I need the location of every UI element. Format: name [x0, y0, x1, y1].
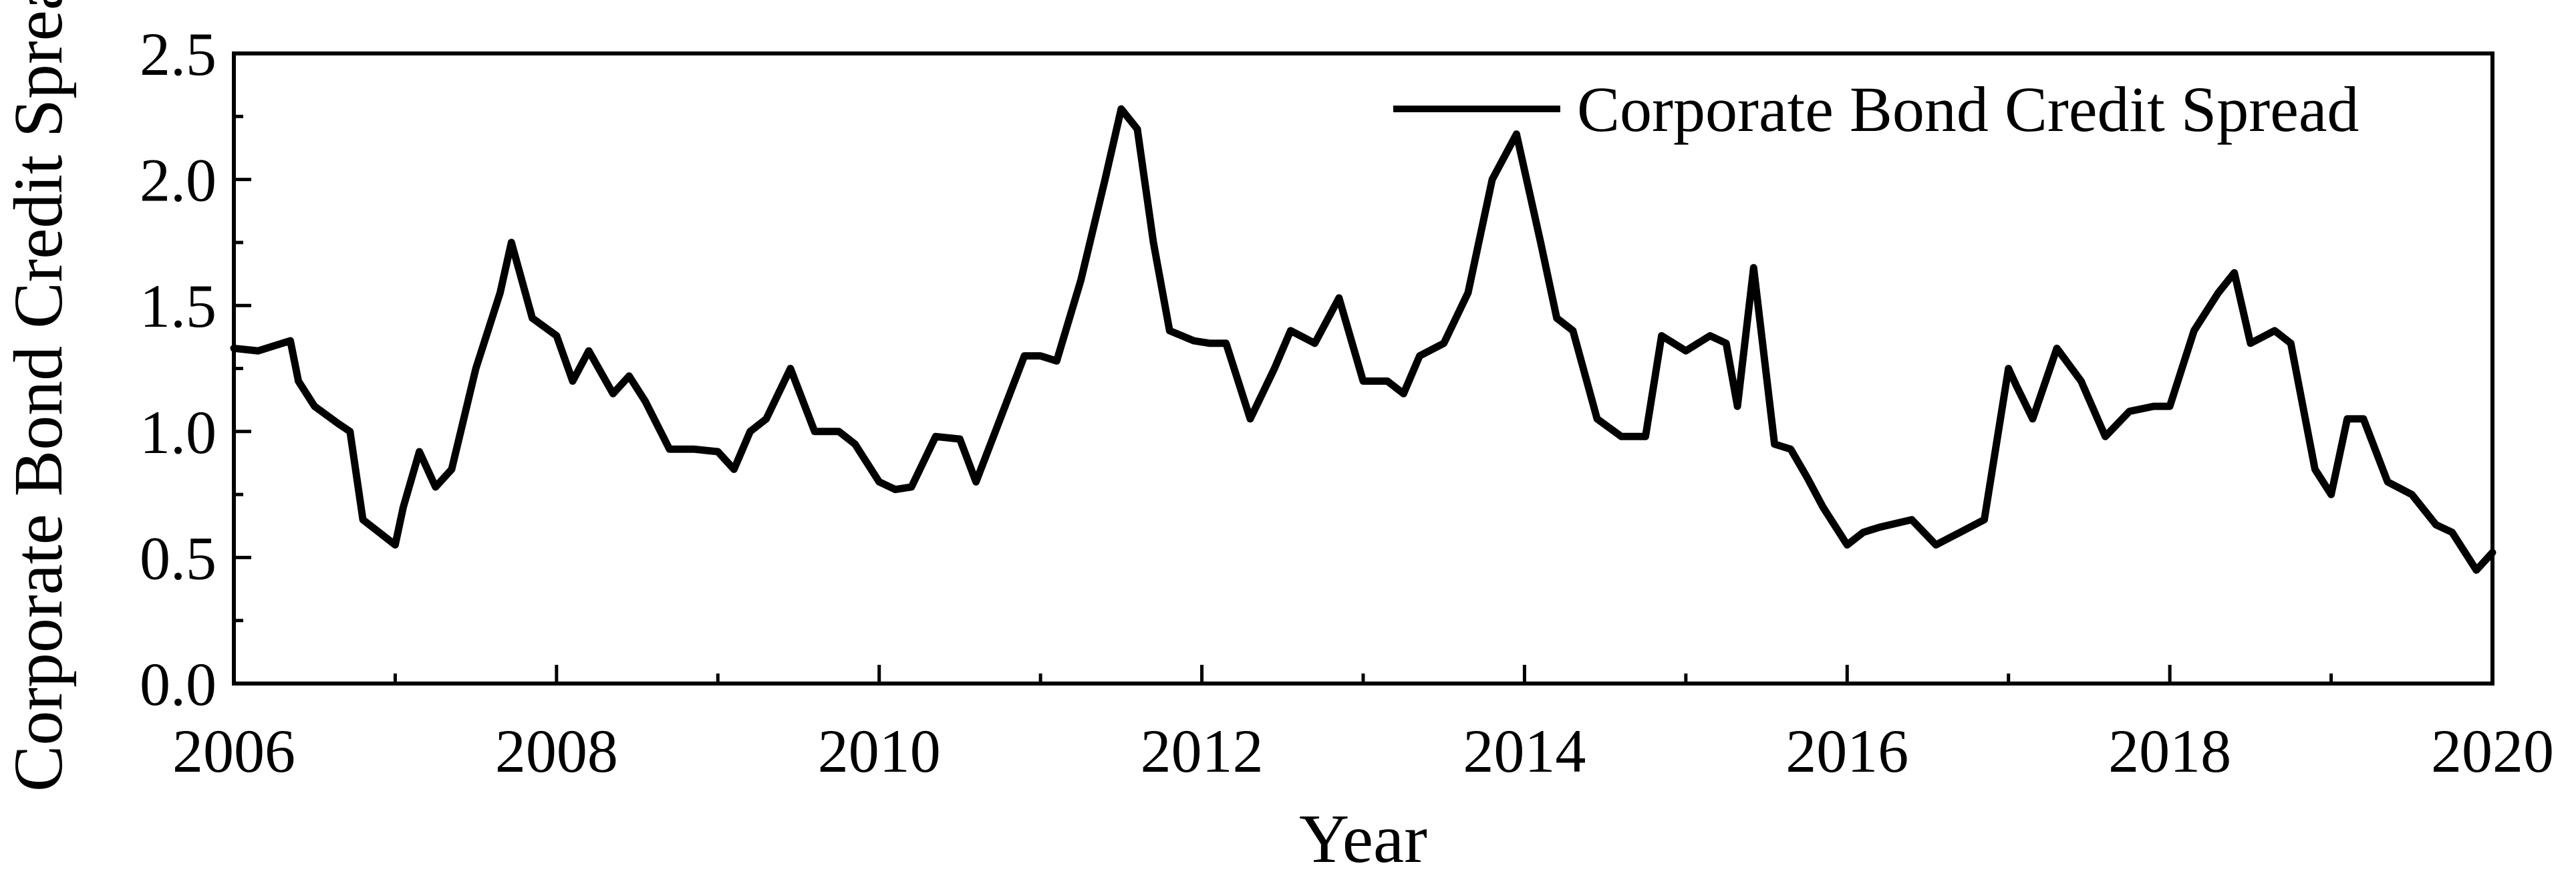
x-tick-label: 2016: [1785, 717, 1908, 785]
y-tick-label: 1.0: [140, 398, 217, 466]
x-axis-title: Year: [1299, 800, 1427, 877]
x-tick-label: 2012: [1141, 717, 1264, 785]
y-axis-ticks: 0.0 0.5 1.0 1.5 2.0 2.5: [140, 20, 251, 718]
x-tick-label: 2010: [818, 717, 941, 785]
y-axis-title: Corporate Bond Credit Spread: [0, 0, 77, 792]
y-tick-label: 0.0: [140, 650, 217, 718]
y-tick-label: 1.5: [140, 272, 217, 340]
legend: Corporate Bond Credit Spread: [1393, 73, 2359, 145]
y-tick-label: 0.5: [140, 524, 217, 592]
x-axis-ticks: 2006 2008 2010 2012 2014 2016 2018 2020: [172, 665, 2554, 785]
series-layer: [230, 105, 2496, 574]
x-tick-label: 2008: [495, 717, 618, 785]
x-tick-label: 2020: [2431, 717, 2554, 785]
series-line: [230, 105, 2496, 574]
legend-label: Corporate Bond Credit Spread: [1577, 73, 2359, 145]
x-tick-label: 2014: [1463, 717, 1586, 785]
y-tick-label: 2.5: [140, 20, 217, 88]
x-tick-label: 2006: [172, 717, 295, 785]
x-tick-label: 2018: [2108, 717, 2231, 785]
y-tick-label: 2.0: [140, 146, 217, 214]
